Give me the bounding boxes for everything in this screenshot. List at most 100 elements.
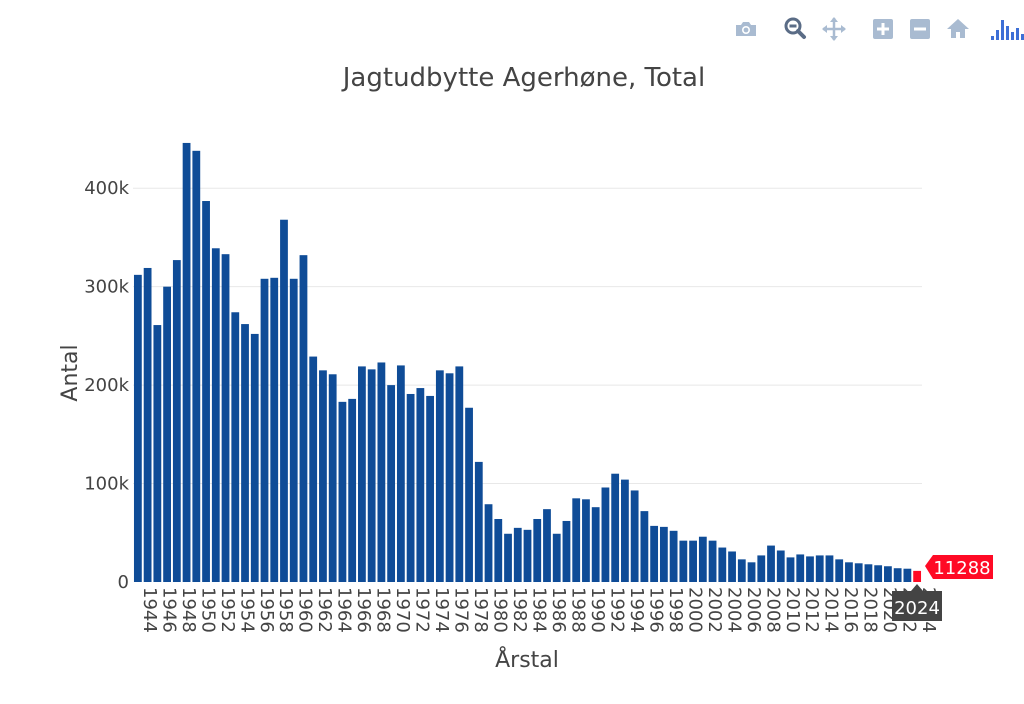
- bar-2009[interactable]: [767, 545, 775, 582]
- bar-1996[interactable]: [640, 511, 649, 582]
- bar-1995[interactable]: [630, 490, 639, 582]
- bar-1945[interactable]: [143, 267, 152, 582]
- home-icon[interactable]: [943, 14, 973, 44]
- bar-1958[interactable]: [270, 277, 279, 582]
- bar-1979[interactable]: [474, 461, 483, 582]
- bar-2021[interactable]: [884, 566, 892, 582]
- bar-2024[interactable]: [913, 570, 922, 582]
- bar-1947[interactable]: [163, 286, 171, 582]
- bar-1983[interactable]: [513, 527, 522, 582]
- x-tick-label: 2008: [762, 587, 783, 633]
- bar-1966[interactable]: [348, 398, 357, 582]
- bar-1956[interactable]: [250, 333, 259, 582]
- bar-2010[interactable]: [776, 550, 785, 582]
- bar-1977[interactable]: [455, 366, 464, 582]
- bar-1988[interactable]: [562, 520, 571, 582]
- bar-1964[interactable]: [328, 374, 337, 582]
- bar-1951[interactable]: [202, 201, 210, 582]
- bar-2008[interactable]: [757, 555, 766, 582]
- bar-1973[interactable]: [416, 388, 425, 582]
- bar-1968[interactable]: [367, 369, 376, 582]
- bar-1975[interactable]: [435, 370, 444, 582]
- zoom-out-icon[interactable]: [905, 14, 935, 44]
- bar-1949[interactable]: [182, 142, 191, 582]
- bar-1970[interactable]: [387, 385, 396, 582]
- bar-2001[interactable]: [689, 540, 697, 582]
- zoom-in-icon[interactable]: [868, 14, 898, 44]
- bar-2019[interactable]: [864, 564, 873, 582]
- bar-1962[interactable]: [309, 356, 318, 582]
- bar-1993[interactable]: [611, 473, 620, 582]
- bar-2023[interactable]: [903, 568, 912, 582]
- y-tick-label: 300k: [84, 277, 129, 298]
- bar-2006[interactable]: [737, 559, 746, 582]
- plotly-logo-icon[interactable]: [990, 14, 1024, 44]
- bar-2015[interactable]: [825, 555, 834, 582]
- bar-2007[interactable]: [747, 562, 756, 582]
- bar-2005[interactable]: [728, 551, 736, 582]
- bar-2018[interactable]: [854, 563, 863, 582]
- bar-1984[interactable]: [523, 529, 532, 582]
- bar-2000[interactable]: [679, 540, 688, 582]
- bar-1955[interactable]: [241, 324, 249, 582]
- y-tick-label: 200k: [84, 375, 129, 396]
- bar-1946[interactable]: [153, 325, 162, 582]
- x-tick-label: 1954: [236, 587, 257, 633]
- bar-1967[interactable]: [358, 366, 366, 582]
- bar-1997[interactable]: [650, 525, 659, 582]
- bar-2016[interactable]: [835, 559, 844, 582]
- bar-1978[interactable]: [465, 407, 473, 582]
- bar-1992[interactable]: [601, 487, 610, 582]
- pan-icon[interactable]: [819, 14, 849, 44]
- x-tick-label: 1992: [606, 587, 627, 633]
- bar-1985[interactable]: [533, 518, 542, 582]
- bar-1948[interactable]: [172, 260, 181, 582]
- bar-2003[interactable]: [708, 540, 717, 582]
- modebar: [728, 14, 1024, 44]
- bar-1963[interactable]: [319, 370, 327, 582]
- bar-1990[interactable]: [582, 499, 590, 582]
- bar-1976[interactable]: [445, 373, 454, 582]
- bar-1982[interactable]: [504, 533, 512, 582]
- camera-icon[interactable]: [731, 14, 761, 44]
- y-tick-label: 100k: [84, 474, 129, 495]
- bar-1974[interactable]: [426, 395, 434, 582]
- bar-2017[interactable]: [845, 562, 853, 582]
- bar-2022[interactable]: [893, 568, 902, 582]
- bar-2002[interactable]: [698, 536, 707, 582]
- x-tick-label: 1966: [353, 587, 374, 633]
- bar-1944[interactable]: [133, 274, 142, 582]
- bar-1950[interactable]: [192, 150, 201, 582]
- bar-1969[interactable]: [377, 362, 386, 582]
- zoom-icon[interactable]: [780, 14, 810, 44]
- bar-1972[interactable]: [406, 393, 415, 582]
- bar-2013[interactable]: [806, 556, 814, 582]
- bar-1980[interactable]: [484, 504, 493, 582]
- bar-1986[interactable]: [543, 509, 551, 582]
- bar-2004[interactable]: [718, 547, 727, 582]
- bar-1987[interactable]: [552, 533, 561, 582]
- bar-1959[interactable]: [280, 219, 288, 583]
- x-tick-label: 1958: [275, 587, 296, 633]
- bar-1952[interactable]: [211, 248, 220, 583]
- x-tick-label: 1994: [626, 587, 647, 633]
- bar-1989[interactable]: [572, 498, 581, 582]
- bar-2011[interactable]: [786, 557, 795, 582]
- bar-1991[interactable]: [591, 507, 600, 582]
- bar-1954[interactable]: [231, 312, 240, 582]
- bar-1965[interactable]: [338, 401, 347, 582]
- bar-1961[interactable]: [299, 255, 308, 583]
- bar-2020[interactable]: [874, 565, 883, 582]
- bar-2012[interactable]: [796, 554, 805, 582]
- bar-1953[interactable]: [221, 254, 230, 582]
- x-tick-label: 1978: [470, 587, 491, 633]
- bar-2014[interactable]: [815, 555, 824, 582]
- bar-1981[interactable]: [494, 518, 503, 582]
- bar-1994[interactable]: [621, 479, 629, 582]
- bar-1960[interactable]: [289, 278, 298, 582]
- bar-1999[interactable]: [669, 530, 678, 582]
- bar-1971[interactable]: [396, 365, 405, 582]
- bar-1998[interactable]: [659, 526, 668, 582]
- bar-1957[interactable]: [260, 278, 269, 582]
- x-tick-label: 1970: [392, 587, 413, 633]
